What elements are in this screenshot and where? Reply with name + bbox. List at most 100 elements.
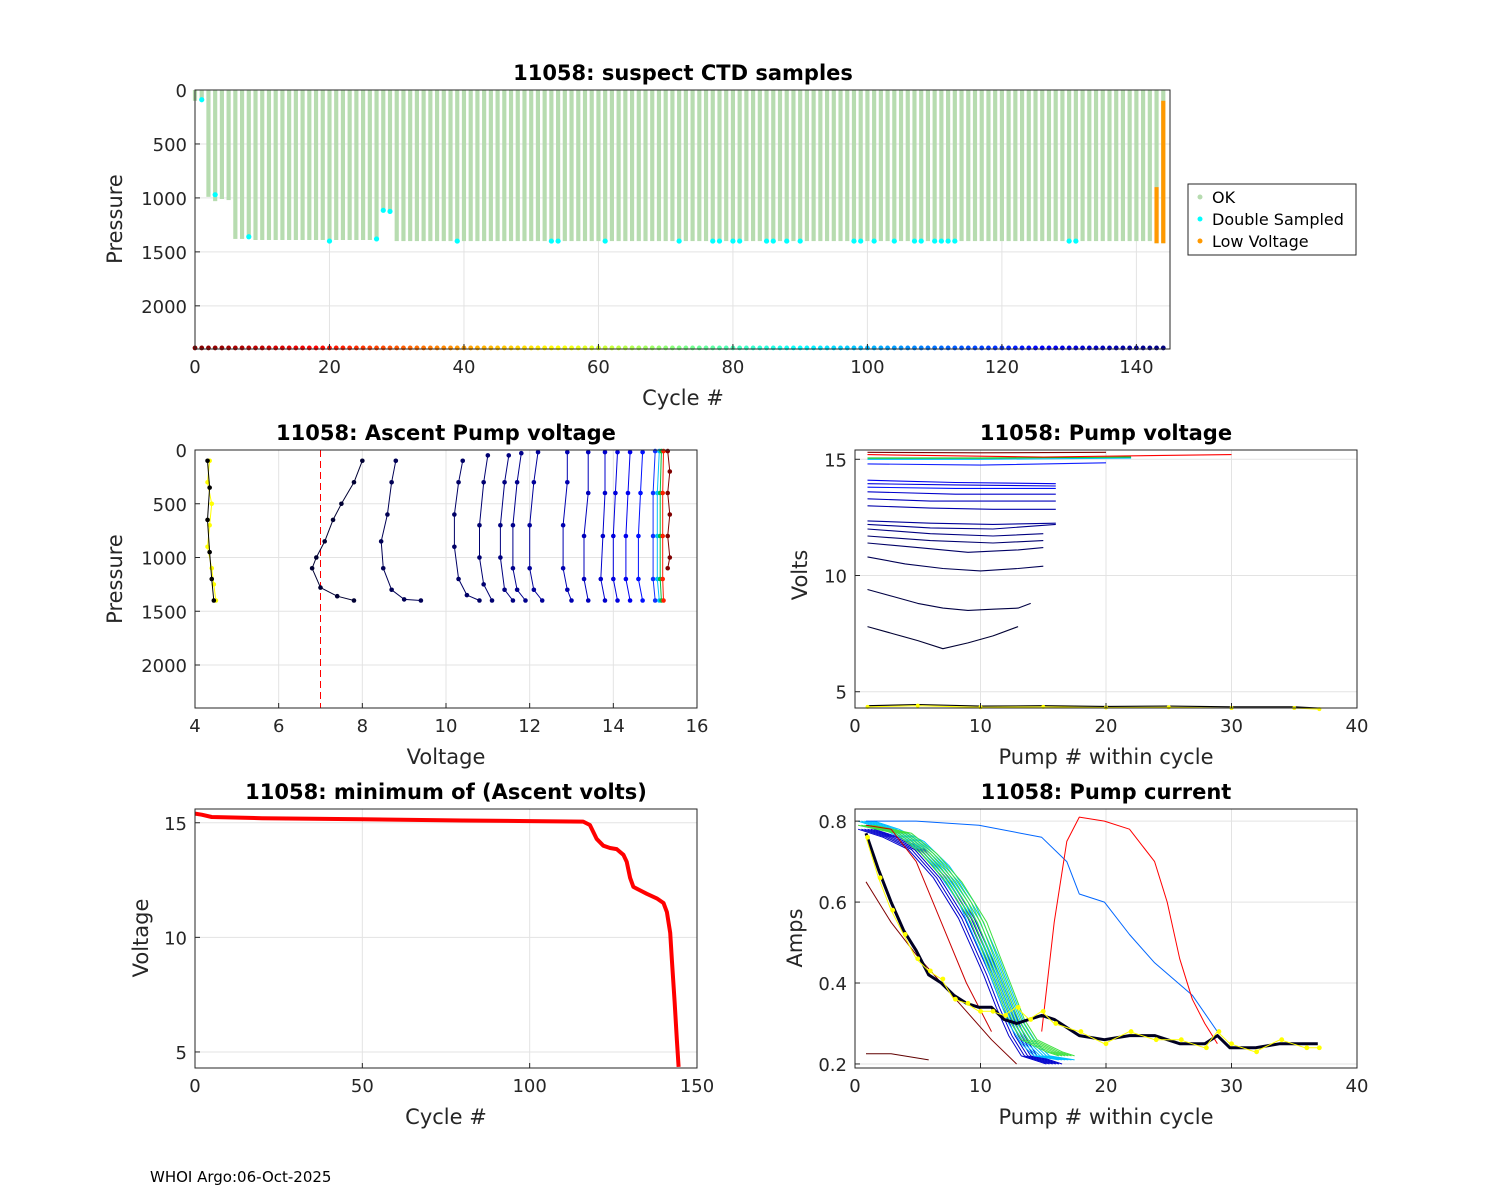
ascent-data-marks: [205, 448, 673, 708]
cycle-color-marker: [232, 345, 238, 351]
ok-sample-column: [623, 90, 628, 242]
current-series-point: [927, 968, 933, 974]
cycle-color-marker: [1039, 345, 1045, 351]
ok-sample-column: [589, 90, 594, 242]
pumpv-x-tick-label: 20: [1095, 716, 1118, 737]
ok-sample-column: [461, 90, 467, 242]
double-sampled-point: [952, 238, 958, 244]
cycle-color-marker: [441, 345, 447, 351]
current-y-tick-label: 0.2: [818, 1055, 847, 1076]
ok-sample-column: [502, 90, 507, 242]
suspect-data-marks: [192, 90, 1166, 351]
current-series-point: [915, 956, 921, 962]
ascent-pump-voltage-title: 11058: Ascent Pump voltage: [276, 421, 616, 445]
ok-sample-column: [1006, 90, 1011, 242]
ok-sample-column: [199, 90, 204, 100]
minvolt-y-tick-label: 10: [164, 928, 187, 949]
ascent-y-tick-label: 0: [176, 441, 187, 462]
ascent-series-point: [498, 555, 503, 560]
ok-sample-column: [878, 90, 883, 242]
cycle-color-marker: [945, 345, 951, 351]
ok-sample-column: [710, 90, 715, 242]
ascent-series-point: [209, 501, 215, 507]
ok-sample-column: [905, 90, 910, 242]
double-sampled-point: [676, 238, 682, 244]
suspect-x-tick-label: 60: [587, 357, 610, 378]
cycle-color-marker: [918, 345, 924, 351]
ok-sample-column: [784, 90, 789, 242]
ascent-series-point: [640, 449, 645, 455]
ascent-series-point: [569, 598, 574, 603]
current-axes: 0 10 20 30 40 0.2 0.4 0.6 0.8: [818, 808, 1368, 1097]
current-series-point: [1053, 1021, 1059, 1026]
ok-sample-column: [898, 90, 904, 242]
cycle-color-marker: [616, 345, 622, 351]
cycle-color-marker: [562, 345, 568, 351]
ok-sample-column: [946, 90, 951, 242]
ascent-series-point: [598, 576, 604, 582]
cycle-color-marker: [643, 345, 648, 351]
ok-sample-column: [603, 90, 608, 242]
ok-sample-column: [966, 90, 971, 242]
ascent-series-line: [207, 460, 215, 601]
ascent-series-point: [460, 458, 466, 464]
pumpv-axes-frame: [854, 449, 1358, 709]
ok-sample-column: [246, 90, 251, 237]
suspect-ctd-title: 11058: suspect CTD samples: [513, 61, 853, 85]
ok-sample-column: [482, 90, 487, 242]
cycle-color-marker: [454, 345, 460, 351]
ascent-series-point: [207, 522, 212, 528]
pumpv-series-point: [1166, 705, 1171, 710]
ascent-series-point: [207, 485, 212, 490]
ok-sample-column: [885, 90, 890, 242]
ok-sample-column: [656, 90, 662, 242]
double-sampled-point: [548, 238, 554, 244]
current-y-tick-label: 0.6: [818, 893, 847, 914]
ascent-series-point: [623, 576, 629, 582]
ascent-series-point: [477, 522, 482, 528]
cycle-color-marker: [1160, 345, 1166, 351]
ascent-axes: 4 6 8 10 12 14 16 0 500 1000 1500 2000: [141, 441, 708, 737]
current-series-point: [1078, 1029, 1084, 1034]
suspect-x-tick-label: 140: [1119, 357, 1153, 378]
cycle-color-marker: [212, 345, 218, 351]
ok-sample-column: [663, 90, 668, 242]
current-series-point: [953, 996, 958, 1002]
ascent-series-point: [665, 490, 671, 496]
ascent-series-point: [519, 450, 524, 456]
ok-sample-column: [717, 90, 722, 242]
double-sampled-point: [737, 238, 743, 244]
minvolt-y-tick-label: 5: [176, 1043, 187, 1064]
cycle-color-marker: [696, 345, 702, 351]
ascent-series-point: [510, 598, 516, 603]
cycle-color-marker: [528, 345, 534, 351]
double-sampled-point: [326, 238, 333, 244]
ok-sample-column: [1087, 90, 1092, 242]
ok-sample-column: [549, 90, 554, 242]
double-sampled-point: [797, 238, 803, 244]
cycle-color-marker: [912, 345, 917, 351]
cycle-color-marker: [1073, 345, 1079, 351]
pumpv-x-tick-label: 0: [849, 716, 860, 737]
current-series-point: [1304, 1045, 1310, 1051]
ok-sample-column: [993, 90, 998, 242]
ascent-series-point: [535, 449, 541, 455]
cycle-color-marker: [986, 345, 991, 351]
double-sampled-point: [858, 238, 864, 244]
ascent-series-point: [452, 544, 457, 550]
ok-sample-column: [811, 90, 816, 242]
ascent-pump-voltage-ylabel: Pressure: [103, 534, 127, 624]
ascent-series-point: [627, 598, 633, 603]
ok-sample-column: [327, 90, 332, 241]
ascent-series-point: [527, 522, 532, 528]
current-series-point: [1279, 1037, 1285, 1043]
pump-current-ylabel: Amps: [783, 908, 807, 967]
ascent-y-tick-label: 2000: [141, 656, 187, 677]
pumpv-x-tick-label: 30: [1220, 716, 1243, 737]
ok-sample-column: [253, 90, 258, 241]
cycle-color-marker: [743, 345, 749, 351]
ok-sample-column: [643, 90, 648, 242]
ascent-series-line: [479, 455, 493, 601]
current-series-line: [867, 824, 1069, 1057]
ascent-series-point: [665, 533, 671, 539]
